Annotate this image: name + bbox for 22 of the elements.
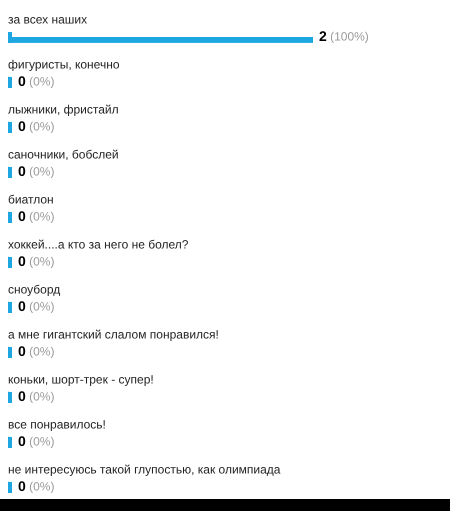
data-label: 0 (0%) — [18, 72, 54, 89]
data-label: 0 (0%) — [18, 118, 54, 134]
y-tick-label: за всех наших — [8, 12, 88, 26]
data-label: 0 (0%) — [18, 388, 54, 404]
data-label: 0 (0%) — [18, 298, 54, 314]
data-label: 0 (0%) — [18, 208, 54, 224]
y-tick-label: фигуристы, конечно — [8, 57, 120, 72]
data-label: 0 (0%) — [18, 478, 54, 494]
y-tick-label: не интересуюсь такой глупостью, как олимпиада — [8, 462, 281, 476]
data-label: 0 (0%) — [18, 162, 54, 179]
y-tick-label: хоккей....а кто за него не болел? — [8, 237, 189, 252]
data-label: 0 (0%) — [18, 432, 54, 449]
y-tick-label: коньки, шорт-трек - супер! — [8, 372, 154, 386]
data-label: 2 (100%) — [319, 28, 369, 44]
y-tick-label: все понравилось! — [8, 417, 106, 432]
y-tick-label: биатлон — [8, 192, 54, 206]
y-tick-label: саночники, бобслей — [8, 147, 119, 162]
data-label: 0 (0%) — [18, 342, 54, 359]
y-tick-label: а мне гигантский слалом понравился! — [8, 327, 219, 342]
y-tick-label: сноуборд — [8, 282, 60, 296]
y-tick-label: лыжники, фристайл — [8, 102, 119, 116]
data-label: 0 (0%) — [18, 252, 54, 269]
